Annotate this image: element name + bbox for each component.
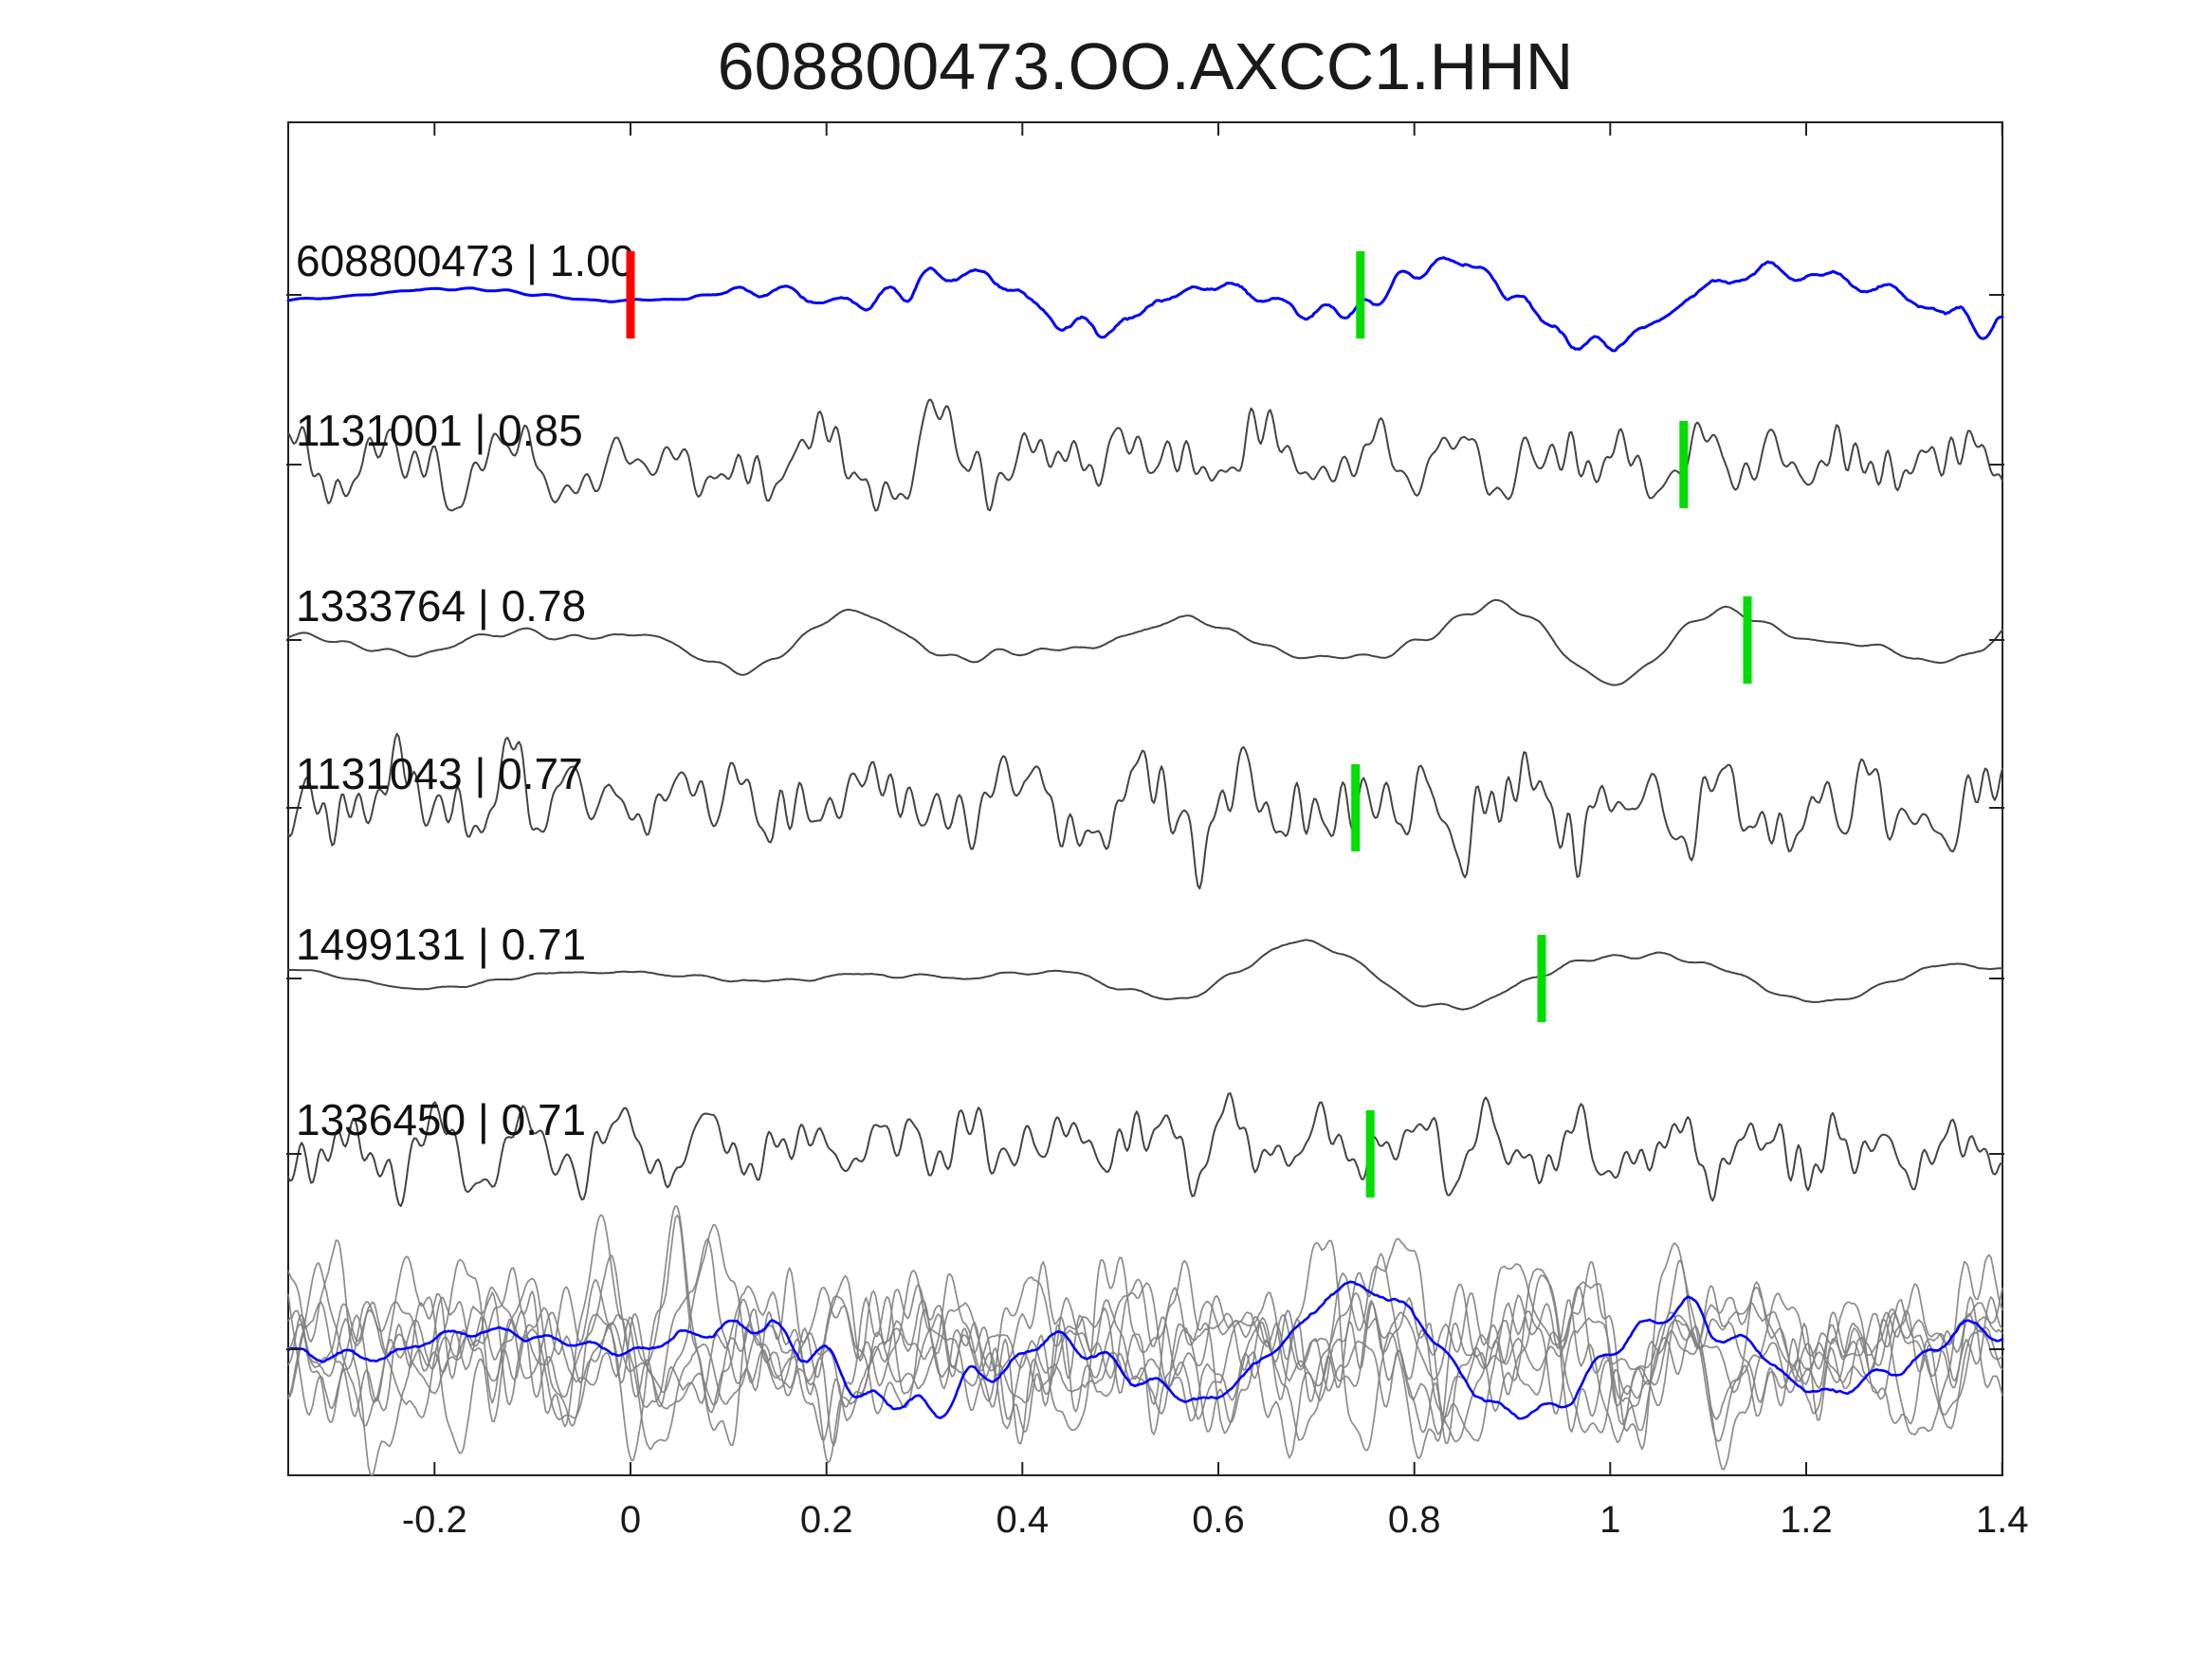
svg-text:1336450 | 0.71: 1336450 | 0.71	[296, 1095, 586, 1144]
svg-text:0.4: 0.4	[996, 1499, 1049, 1541]
svg-text:1499131 | 0.71: 1499131 | 0.71	[296, 920, 586, 969]
svg-text:1131001 | 0.85: 1131001 | 0.85	[296, 406, 583, 455]
svg-text:0.6: 0.6	[1192, 1499, 1245, 1541]
svg-text:0.8: 0.8	[1388, 1499, 1441, 1541]
svg-text:1333764 | 0.78: 1333764 | 0.78	[296, 581, 586, 631]
svg-text:-0.2: -0.2	[402, 1499, 467, 1541]
svg-text:1.2: 1.2	[1780, 1499, 1833, 1541]
svg-text:1131043 | 0.77: 1131043 | 0.77	[296, 749, 583, 798]
svg-text:1: 1	[1600, 1499, 1620, 1541]
svg-text:0.2: 0.2	[800, 1499, 853, 1541]
svg-text:608800473 | 1.00: 608800473 | 1.00	[296, 236, 634, 285]
svg-text:1.4: 1.4	[1976, 1499, 2029, 1541]
svg-text:0: 0	[620, 1499, 641, 1541]
